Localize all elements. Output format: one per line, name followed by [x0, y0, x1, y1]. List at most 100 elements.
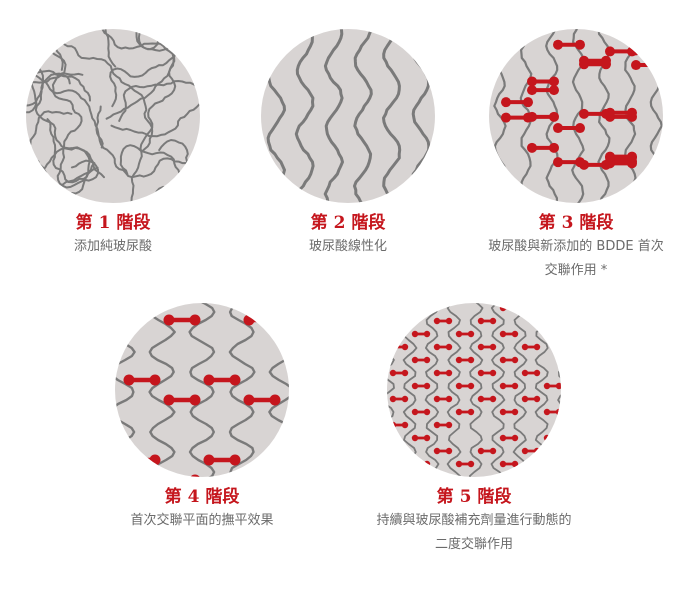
polymer-chain [382, 29, 402, 203]
crosslink-bond [605, 151, 637, 162]
stage-3: 第 3 階段 玻尿酸與新添加的 BDDE 首次 交聯作用 * [462, 28, 690, 282]
polymer-chain [323, 29, 344, 203]
polymer-chain [130, 45, 177, 203]
polymer-chain [110, 80, 200, 138]
stage-5-illustration [387, 303, 561, 477]
crosslink-bond [501, 112, 533, 123]
crosslink-bond [499, 382, 519, 390]
stage-5-desc-line-2: 二度交聯作用 [434, 537, 513, 552]
crosslink-bond [389, 447, 409, 455]
crosslink-bond [411, 304, 431, 312]
stage-2-title: 第 2 階段 [310, 213, 386, 233]
crosslink-bond [499, 356, 519, 364]
crosslink-bond [477, 395, 497, 403]
crosslink-bond [433, 421, 453, 429]
crosslink-bond [433, 395, 453, 403]
polymer-chain [51, 72, 99, 189]
crosslink-bond [389, 395, 409, 403]
crosslink-bond [527, 85, 559, 96]
crosslink-bond [527, 76, 559, 87]
crosslink-bond [389, 317, 409, 325]
stage-2-desc-line-1: 玻尿酸線性化 [308, 239, 387, 254]
stage-5-desc-line-1: 持續與玻尿酸補充劑量進行動態的 [376, 513, 572, 528]
crosslink-bond [433, 447, 453, 455]
crosslink-bond [433, 343, 453, 351]
crosslink-bond [411, 408, 431, 416]
polymer-chain [512, 303, 528, 477]
crosslink-bond [243, 474, 281, 477]
crosslink-bond [501, 97, 533, 108]
crosslink-bond [433, 369, 453, 377]
crosslink-bond [411, 356, 431, 364]
crosslink-bond [499, 330, 519, 338]
crosslink-bond [499, 460, 519, 468]
crosslink-bond [203, 454, 241, 466]
crosslink-bond [543, 304, 561, 312]
crosslink-bond [521, 343, 541, 351]
polymer-chain [490, 303, 506, 477]
crosslink-bond [477, 447, 497, 455]
stage-1: 第 1 階段 添加純玻尿酸 [20, 28, 206, 258]
crosslink-bond [389, 369, 409, 377]
polymer-chain [468, 303, 484, 477]
polymer-chain [26, 162, 96, 203]
crosslink-bond [123, 374, 161, 386]
polymer-chain [353, 29, 373, 203]
stage-3-desc-line-1: 玻尿酸與新添加的 BDDE 首次 [488, 239, 664, 254]
crosslink-bond [243, 394, 281, 406]
polymer-chain [34, 63, 91, 184]
crosslink-bond [499, 434, 519, 442]
crosslink-bond [543, 434, 561, 442]
crosslink-bond [163, 314, 201, 326]
disc-background [26, 29, 200, 203]
stage-5-title: 第 5 階段 [436, 487, 512, 507]
crosslink-bond [455, 408, 475, 416]
crosslink-bond [433, 317, 453, 325]
stage-5: 第 5 階段 持續與玻尿酸補充劑量進行動態的 二度交聯作用 [334, 302, 614, 556]
stage-1-desc-line-1: 添加純玻尿酸 [73, 239, 152, 254]
stage-2: 第 2 階段 玻尿酸線性化 [255, 28, 441, 258]
polymer-chain [95, 105, 200, 203]
crosslink-bond [243, 314, 281, 326]
crosslink-bond [543, 382, 561, 390]
crosslink-bond [521, 395, 541, 403]
crosslink-bond [477, 343, 497, 351]
crosslink-bond [543, 330, 561, 338]
stage-4-desc-line-1: 首次交聯平面的撫平效果 [130, 513, 274, 528]
crosslink-bond [553, 39, 585, 50]
crosslink-bond [579, 59, 611, 70]
stage-1-illustration [26, 29, 200, 203]
crosslink-bond [411, 460, 431, 468]
crosslink-bond [455, 382, 475, 390]
crosslink-bond [411, 382, 431, 390]
crosslink-bond [411, 434, 431, 442]
crosslink-bond [477, 369, 497, 377]
crosslink-bond [527, 142, 559, 153]
crosslink-bond [477, 317, 497, 325]
crosslink-bond [455, 330, 475, 338]
crosslink-bond [455, 460, 475, 468]
stage-2-illustration [261, 29, 435, 203]
stage-4: 第 4 階段 首次交聯平面的撫平效果 [109, 302, 295, 532]
crosslink-bond [499, 408, 519, 416]
crosslink-bond [123, 454, 161, 466]
crosslink-bond [411, 330, 431, 338]
stage-3-title: 第 3 階段 [538, 213, 614, 233]
crosslink-bond [499, 304, 519, 312]
polymer-chain [424, 303, 440, 477]
stage-4-illustration [115, 303, 289, 477]
polymer-chain [148, 303, 176, 477]
disc-background [387, 303, 561, 477]
crosslink-bond [163, 474, 201, 477]
polymer-chain [294, 29, 315, 203]
crosslink-bond [163, 394, 201, 406]
crosslink-bond [203, 374, 241, 386]
disc-background [115, 303, 289, 477]
polymer-chain [571, 29, 585, 203]
crosslink-bond [521, 369, 541, 377]
stage-4-title: 第 4 階段 [164, 487, 240, 507]
crosslink-bond [455, 356, 475, 364]
disc-background [261, 29, 435, 203]
crosslink-bond [553, 157, 585, 168]
crosslink-bond [631, 45, 663, 56]
